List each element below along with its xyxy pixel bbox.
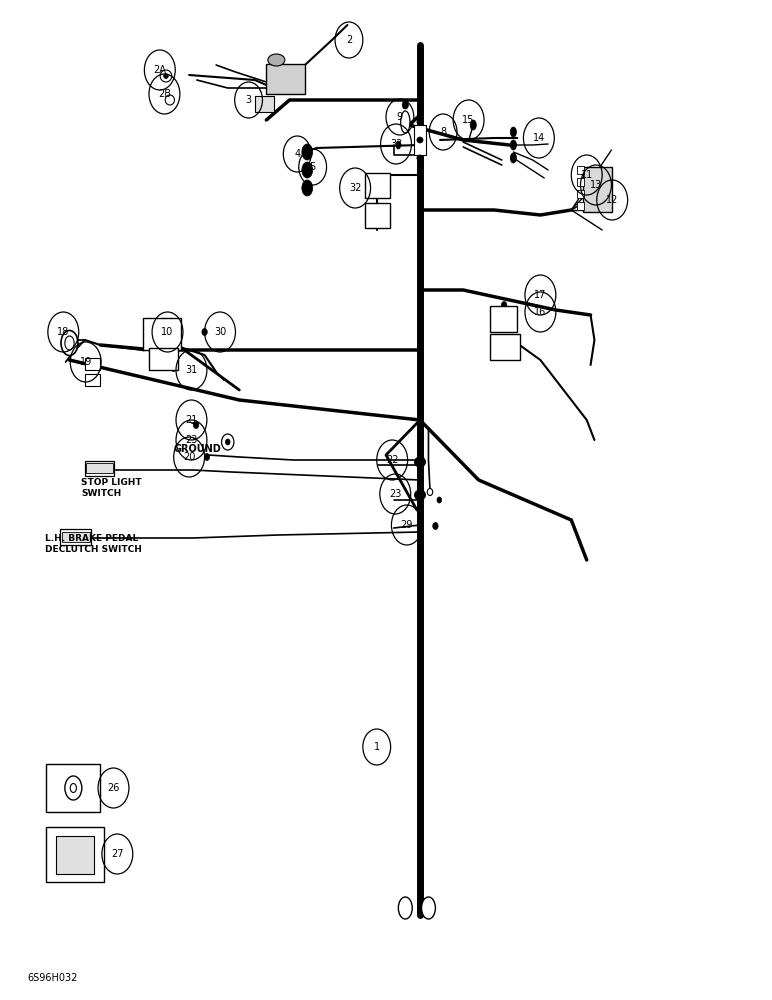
Text: L.H. BRAKE PEDAL
DECLUTCH SWITCH: L.H. BRAKE PEDAL DECLUTCH SWITCH (45, 534, 141, 554)
Ellipse shape (302, 162, 313, 178)
Text: STOP LIGHT
SWITCH: STOP LIGHT SWITCH (81, 478, 142, 498)
Text: 27: 27 (111, 849, 124, 859)
Ellipse shape (402, 101, 408, 109)
Bar (490, 334, 520, 360)
Ellipse shape (437, 497, 442, 503)
Text: 4: 4 (294, 149, 300, 159)
Ellipse shape (422, 897, 435, 919)
Text: 5: 5 (310, 162, 316, 172)
Text: 23: 23 (389, 489, 401, 499)
Bar (577, 202, 584, 210)
Bar (149, 348, 178, 370)
Text: 6S96H032: 6S96H032 (27, 973, 77, 983)
Text: 31: 31 (185, 365, 198, 375)
Bar (46, 827, 104, 882)
Text: 22: 22 (386, 455, 398, 465)
Ellipse shape (401, 111, 410, 133)
Bar (583, 167, 612, 212)
Ellipse shape (222, 434, 234, 450)
Text: 18: 18 (57, 327, 69, 337)
Bar (490, 306, 517, 332)
Text: 11: 11 (581, 170, 593, 180)
Text: 16: 16 (534, 307, 547, 317)
Bar (85, 374, 100, 386)
Text: 2B: 2B (158, 89, 171, 99)
Bar (266, 64, 305, 94)
Text: 15: 15 (462, 115, 475, 125)
Bar (85, 358, 100, 370)
Text: 13: 13 (590, 180, 602, 190)
Ellipse shape (165, 95, 174, 105)
Ellipse shape (268, 54, 285, 66)
Text: 3: 3 (245, 95, 252, 105)
Ellipse shape (428, 488, 433, 495)
Text: 26: 26 (107, 783, 120, 793)
Ellipse shape (302, 144, 313, 160)
Bar (365, 173, 390, 198)
Ellipse shape (164, 74, 168, 79)
Ellipse shape (510, 127, 516, 137)
Text: 33: 33 (390, 139, 402, 149)
Bar (255, 96, 274, 112)
Bar (56, 836, 94, 874)
Ellipse shape (502, 302, 507, 308)
Ellipse shape (417, 119, 423, 125)
Ellipse shape (61, 330, 78, 356)
Text: 20: 20 (183, 452, 195, 462)
Text: 19: 19 (80, 357, 92, 367)
Ellipse shape (470, 120, 476, 130)
Ellipse shape (398, 897, 412, 919)
Text: 12: 12 (606, 195, 618, 205)
Ellipse shape (65, 336, 74, 350)
Text: 32: 32 (349, 183, 361, 193)
Ellipse shape (417, 155, 423, 161)
Text: GROUND: GROUND (174, 444, 222, 454)
Bar (577, 178, 584, 186)
Ellipse shape (161, 70, 171, 82)
Ellipse shape (65, 776, 82, 800)
Ellipse shape (171, 364, 177, 371)
Ellipse shape (510, 153, 516, 163)
Text: 2A: 2A (154, 65, 166, 75)
Text: 8: 8 (440, 127, 446, 137)
Ellipse shape (415, 490, 425, 500)
Text: 14: 14 (533, 133, 545, 143)
Text: 10: 10 (161, 327, 174, 337)
Bar (85, 461, 114, 476)
Bar (143, 318, 181, 350)
Ellipse shape (302, 180, 313, 196)
Text: 23: 23 (185, 435, 198, 445)
Bar (62, 532, 90, 542)
Text: 30: 30 (214, 327, 226, 337)
Text: 17: 17 (534, 290, 547, 300)
Bar (365, 203, 390, 228)
Text: 2: 2 (346, 35, 352, 45)
Text: 1: 1 (374, 742, 380, 752)
Bar (86, 463, 113, 473)
Ellipse shape (417, 137, 423, 143)
Bar (60, 529, 91, 545)
Ellipse shape (204, 454, 210, 460)
Ellipse shape (202, 328, 207, 336)
Bar (577, 166, 584, 174)
Ellipse shape (193, 422, 199, 428)
Ellipse shape (396, 141, 401, 149)
Bar (577, 190, 584, 198)
Text: 29: 29 (401, 520, 413, 530)
Ellipse shape (510, 140, 516, 150)
Text: 21: 21 (185, 415, 198, 425)
Ellipse shape (433, 522, 438, 530)
Ellipse shape (415, 457, 425, 467)
Ellipse shape (225, 439, 230, 445)
Text: 9: 9 (397, 112, 403, 122)
Bar (414, 125, 426, 155)
Ellipse shape (70, 784, 76, 792)
Bar (46, 764, 100, 812)
